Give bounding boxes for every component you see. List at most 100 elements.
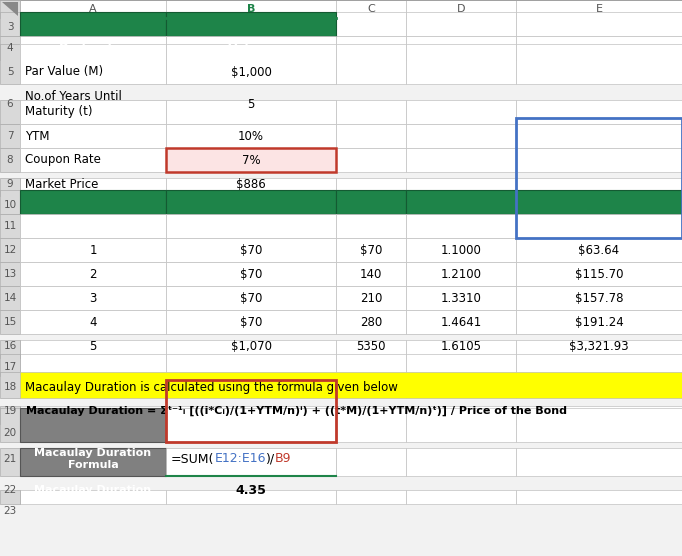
Bar bbox=[406, 214, 516, 238]
Bar bbox=[166, 44, 336, 84]
Bar bbox=[406, 0, 516, 18]
Bar bbox=[516, 238, 682, 262]
Bar bbox=[336, 100, 406, 124]
Text: 16: 16 bbox=[3, 341, 16, 351]
Bar bbox=[166, 44, 336, 84]
Text: Macaulay Duration = Σᵗ⁻¹ᵢ [((i*Cᵢ)/(1+YTM/n)ⁱ) + ((t*M)/(1+YTM/n)ᵗ)] / Price of : Macaulay Duration = Σᵗ⁻¹ᵢ [((i*Cᵢ)/(1+YT… bbox=[26, 406, 567, 416]
Text: YTM: YTM bbox=[25, 130, 50, 142]
Bar bbox=[20, 100, 166, 124]
Text: Coupon Rate: Coupon Rate bbox=[25, 153, 101, 166]
Bar bbox=[516, 406, 682, 424]
Bar bbox=[406, 372, 516, 398]
Bar bbox=[20, 310, 166, 334]
Text: 19: 19 bbox=[3, 406, 16, 416]
Bar bbox=[20, 148, 166, 172]
Text: $70: $70 bbox=[360, 244, 382, 256]
Bar bbox=[0, 372, 20, 398]
Bar bbox=[166, 354, 336, 376]
Text: B9: B9 bbox=[275, 453, 291, 465]
Text: D: D bbox=[457, 4, 465, 14]
Bar bbox=[0, 310, 20, 334]
Bar bbox=[0, 354, 20, 376]
Text: 18: 18 bbox=[3, 382, 16, 392]
Text: B: B bbox=[247, 4, 255, 14]
Bar bbox=[406, 286, 516, 310]
Bar bbox=[166, 408, 336, 442]
Bar bbox=[336, 262, 406, 286]
Text: 23: 23 bbox=[3, 506, 16, 516]
Bar bbox=[166, 448, 336, 476]
Bar bbox=[336, 408, 406, 442]
Bar bbox=[20, 262, 166, 286]
Polygon shape bbox=[2, 2, 18, 16]
Bar bbox=[20, 178, 166, 196]
Bar bbox=[20, 262, 166, 286]
Text: Particular: Particular bbox=[59, 42, 127, 54]
Bar bbox=[166, 408, 336, 442]
Bar bbox=[406, 262, 516, 286]
Bar bbox=[20, 36, 166, 60]
Text: $157.78: $157.78 bbox=[575, 291, 623, 305]
Text: Market Price: Market Price bbox=[25, 177, 98, 191]
Text: 21: 21 bbox=[3, 454, 16, 464]
Bar bbox=[336, 214, 406, 238]
Bar bbox=[336, 0, 406, 18]
Bar bbox=[20, 372, 166, 398]
Bar bbox=[0, 12, 20, 36]
Text: E12:E16: E12:E16 bbox=[214, 453, 266, 465]
Text: 4.35: 4.35 bbox=[235, 484, 267, 497]
Text: 140: 140 bbox=[360, 267, 382, 280]
Text: $191.24: $191.24 bbox=[575, 315, 623, 329]
Text: 1: 1 bbox=[89, 244, 97, 256]
Bar bbox=[20, 286, 166, 310]
Bar bbox=[166, 214, 336, 238]
Bar bbox=[336, 148, 406, 172]
Bar bbox=[336, 238, 406, 262]
Text: 15: 15 bbox=[3, 317, 16, 327]
Bar bbox=[336, 190, 406, 214]
Bar bbox=[0, 408, 20, 442]
Bar bbox=[166, 262, 336, 286]
Bar bbox=[516, 238, 682, 262]
Bar bbox=[336, 178, 406, 196]
Bar bbox=[516, 190, 682, 214]
Text: E: E bbox=[595, 4, 602, 14]
Text: CF*t: CF*t bbox=[357, 220, 385, 232]
Bar bbox=[166, 448, 336, 476]
Bar bbox=[20, 44, 166, 84]
Bar bbox=[0, 490, 20, 504]
Bar bbox=[406, 36, 516, 60]
Bar bbox=[516, 124, 682, 148]
Bar bbox=[0, 406, 20, 424]
Text: $70: $70 bbox=[240, 267, 262, 280]
Bar bbox=[406, 238, 516, 262]
Bar bbox=[0, 238, 20, 262]
Bar bbox=[166, 100, 336, 124]
Text: $886: $886 bbox=[236, 177, 266, 191]
Text: 5: 5 bbox=[248, 97, 254, 111]
Text: Values: Values bbox=[228, 42, 274, 54]
Text: 280: 280 bbox=[360, 315, 382, 329]
Bar bbox=[166, 12, 336, 36]
Bar bbox=[516, 100, 682, 124]
Text: $70: $70 bbox=[240, 291, 262, 305]
Bar bbox=[516, 36, 682, 60]
Bar bbox=[0, 44, 20, 84]
Bar bbox=[406, 406, 516, 424]
Bar bbox=[516, 490, 682, 504]
Text: $70: $70 bbox=[240, 244, 262, 256]
Bar bbox=[20, 238, 166, 262]
Bar bbox=[516, 214, 682, 238]
Bar bbox=[406, 100, 516, 124]
Bar bbox=[516, 286, 682, 310]
Text: 6: 6 bbox=[7, 99, 14, 109]
Bar bbox=[336, 406, 406, 424]
Bar bbox=[336, 238, 406, 262]
Bar bbox=[166, 148, 336, 172]
Bar bbox=[406, 178, 516, 196]
Bar bbox=[20, 238, 166, 262]
Bar bbox=[166, 262, 336, 286]
Bar bbox=[406, 448, 516, 476]
Bar bbox=[0, 124, 20, 148]
Text: 1.3310: 1.3310 bbox=[441, 291, 481, 305]
